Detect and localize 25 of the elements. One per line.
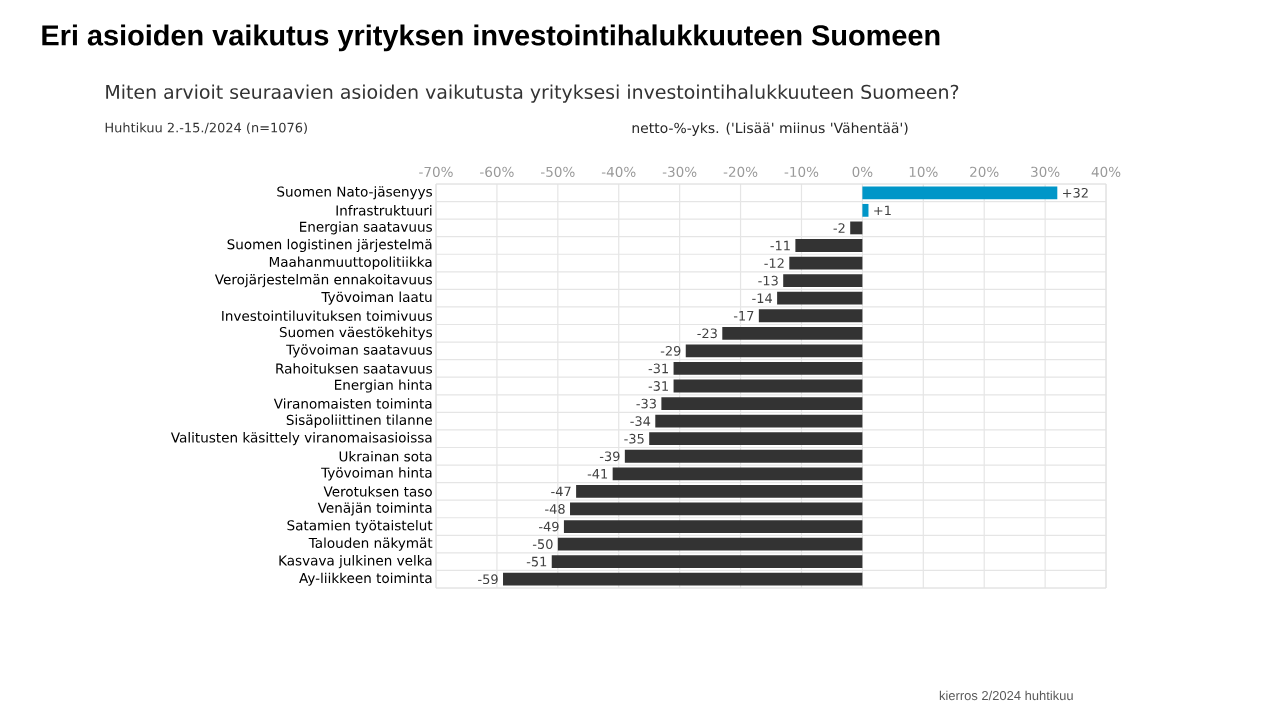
bar: [795, 239, 863, 252]
bar: [649, 432, 863, 446]
bar: [850, 221, 863, 235]
bar: [563, 520, 863, 533]
bar: [570, 502, 863, 516]
bar: [777, 291, 863, 305]
bar: [673, 362, 863, 375]
bar: [551, 555, 863, 569]
bar: [862, 186, 1058, 200]
bar: [612, 467, 863, 481]
chart-title: Eri asioiden vaikutus yrityksen investointihalukkuuteen Suomeen: [42, 24, 940, 52]
bar: [655, 414, 863, 428]
bar: [722, 326, 863, 340]
bar: [576, 484, 863, 498]
bar: [862, 203, 869, 217]
bar: [557, 537, 863, 551]
bar: [789, 256, 863, 270]
bar: [624, 449, 863, 463]
bar: [758, 309, 863, 323]
bar: [661, 397, 863, 410]
bar: [503, 572, 863, 586]
bar: [673, 379, 863, 393]
bar: [685, 344, 863, 358]
bar: [783, 274, 863, 288]
chart-subtitle: Miten arvioit seuraavien asioiden vaikutusta yrityksesi investointihalukkuuteen Suomeen?: [106, 84, 959, 103]
